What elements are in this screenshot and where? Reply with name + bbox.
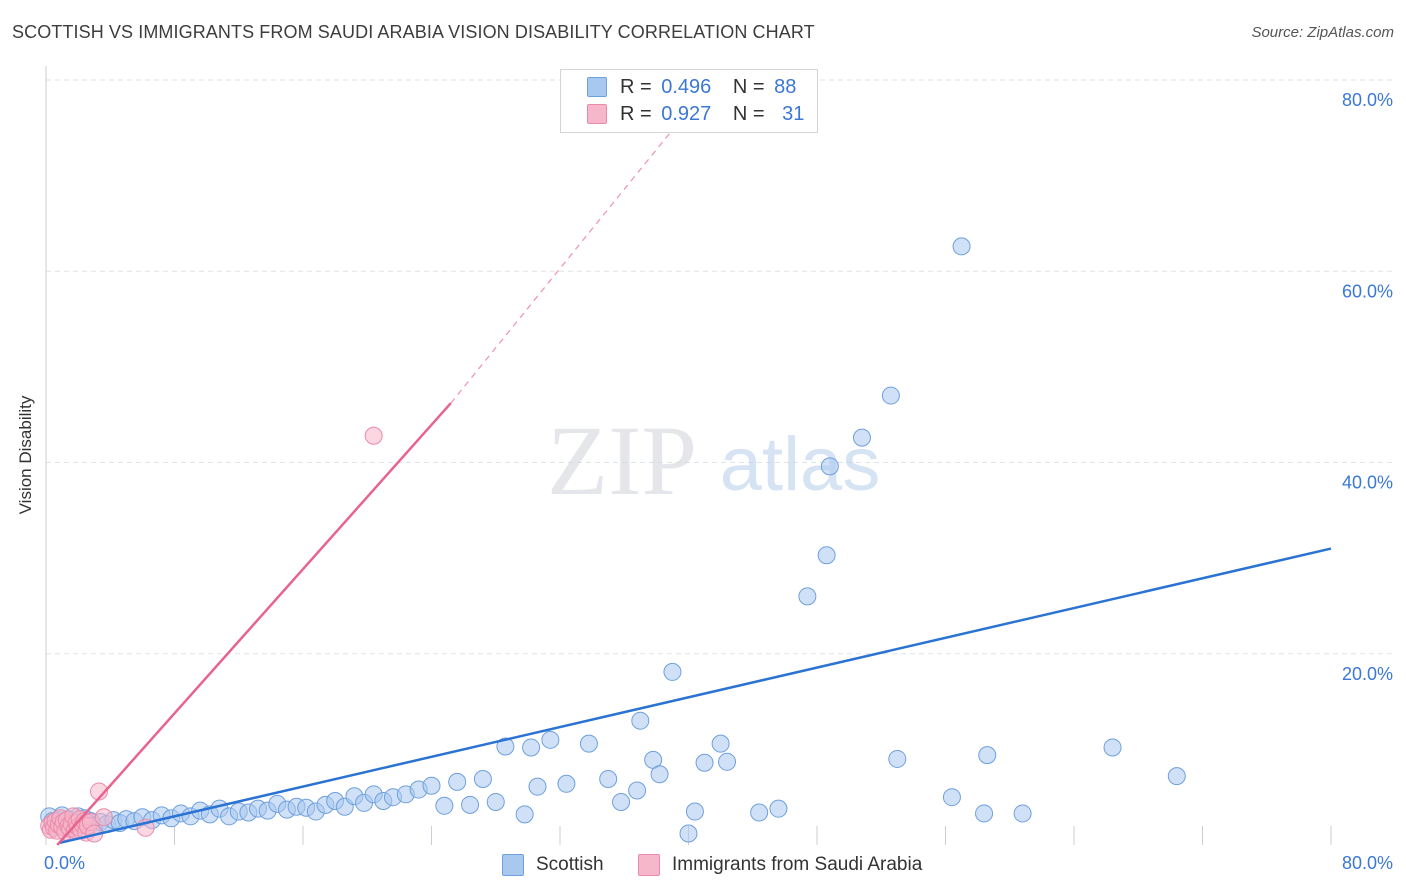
- legend-bottom-swatch-scottish: [502, 854, 524, 876]
- scottish-point: [579, 734, 598, 753]
- legend-n-saudi: 31: [782, 102, 805, 125]
- scottish-point: [817, 546, 836, 565]
- legend-bottom-label-scottish: Scottish: [536, 854, 604, 875]
- scottish-point: [541, 730, 560, 749]
- scottish-point: [486, 792, 505, 811]
- source-attribution: Source: ZipAtlas.com: [1251, 24, 1394, 41]
- saudi-point: [364, 426, 383, 445]
- scottish-point: [695, 753, 714, 772]
- scottish-point: [685, 802, 704, 821]
- saudi-trendline: [56, 402, 452, 846]
- x-tick-label: 0.0%: [44, 853, 85, 873]
- legend-text-scottish: R = 0.496 N = 88: [620, 75, 797, 98]
- y-tick-label: 80.0%: [1342, 90, 1393, 110]
- scottish-point: [769, 799, 788, 818]
- scottish-point: [942, 788, 961, 807]
- trend-layer: [56, 125, 1332, 846]
- scottish-point: [631, 711, 650, 730]
- saudi-trendline-extension: [450, 125, 677, 404]
- scottish-point: [978, 746, 997, 765]
- scottish-point: [1103, 738, 1122, 757]
- saudi-point: [94, 808, 113, 827]
- watermark-zip: ZIP: [547, 405, 697, 516]
- scottish-point: [435, 796, 454, 815]
- scottish-point: [515, 805, 534, 824]
- y-tick-label: 60.0%: [1342, 281, 1393, 301]
- scottish-point: [628, 781, 647, 800]
- scottish-point: [663, 662, 682, 681]
- scottish-point: [852, 428, 871, 447]
- scottish-point: [1013, 804, 1032, 823]
- legend-stats: R = 0.496 N = 88 R = 0.927 N = 31: [560, 69, 818, 133]
- scottish-point: [820, 457, 839, 476]
- legend-n-scottish: 88: [774, 75, 797, 98]
- legend-bottom-scottish: Scottish: [502, 852, 604, 878]
- scottish-point: [952, 237, 971, 256]
- y-tick-label: 20.0%: [1342, 664, 1393, 684]
- legend-swatch-scottish: [587, 77, 607, 97]
- scottish-trendline: [58, 547, 1332, 845]
- legend-swatch-saudi: [587, 104, 607, 124]
- scottish-point: [448, 772, 467, 791]
- scottish-point: [422, 776, 441, 795]
- x-tick-label: 80.0%: [1342, 853, 1393, 873]
- scottish-point: [888, 749, 907, 768]
- legend-r-scottish: 0.496: [661, 75, 712, 98]
- scottish-point: [718, 752, 737, 771]
- scottish-point: [522, 738, 541, 757]
- scottish-point: [496, 737, 515, 756]
- legend-bottom-swatch-saudi: [638, 854, 660, 876]
- scottish-point: [528, 777, 547, 796]
- legend-text-saudi: R = 0.927 N = 31: [620, 102, 805, 125]
- scottish-point: [711, 734, 730, 753]
- axis-layer: 20.0% 40.0% 60.0% 80.0% 0.0% 80.0%: [44, 66, 1393, 873]
- scottish-point: [1167, 767, 1186, 786]
- legend-bottom-label-saudi: Immigrants from Saudi Arabia: [672, 854, 923, 875]
- watermark: ZIP atlas: [547, 405, 880, 516]
- scottish-point: [612, 792, 631, 811]
- chart-title: SCOTTISH VS IMMIGRANTS FROM SAUDI ARABIA…: [12, 22, 815, 42]
- scottish-point: [750, 803, 769, 822]
- grid-layer: [45, 79, 1393, 845]
- y-axis-label: Vision Disability: [16, 395, 35, 515]
- scottish-point: [798, 587, 817, 606]
- scottish-point: [679, 824, 698, 843]
- scottish-point: [557, 774, 576, 793]
- y-tick-label: 40.0%: [1342, 473, 1393, 493]
- scottish-point: [599, 770, 618, 789]
- scottish-point: [881, 386, 900, 405]
- scottish-point: [461, 795, 480, 814]
- legend-r-saudi: 0.927: [661, 102, 712, 125]
- points-layer: [40, 237, 1186, 843]
- legend-bottom-saudi: Immigrants from Saudi Arabia: [638, 852, 922, 878]
- scottish-point: [650, 765, 669, 784]
- scottish-point: [473, 770, 492, 789]
- scottish-point: [975, 804, 994, 823]
